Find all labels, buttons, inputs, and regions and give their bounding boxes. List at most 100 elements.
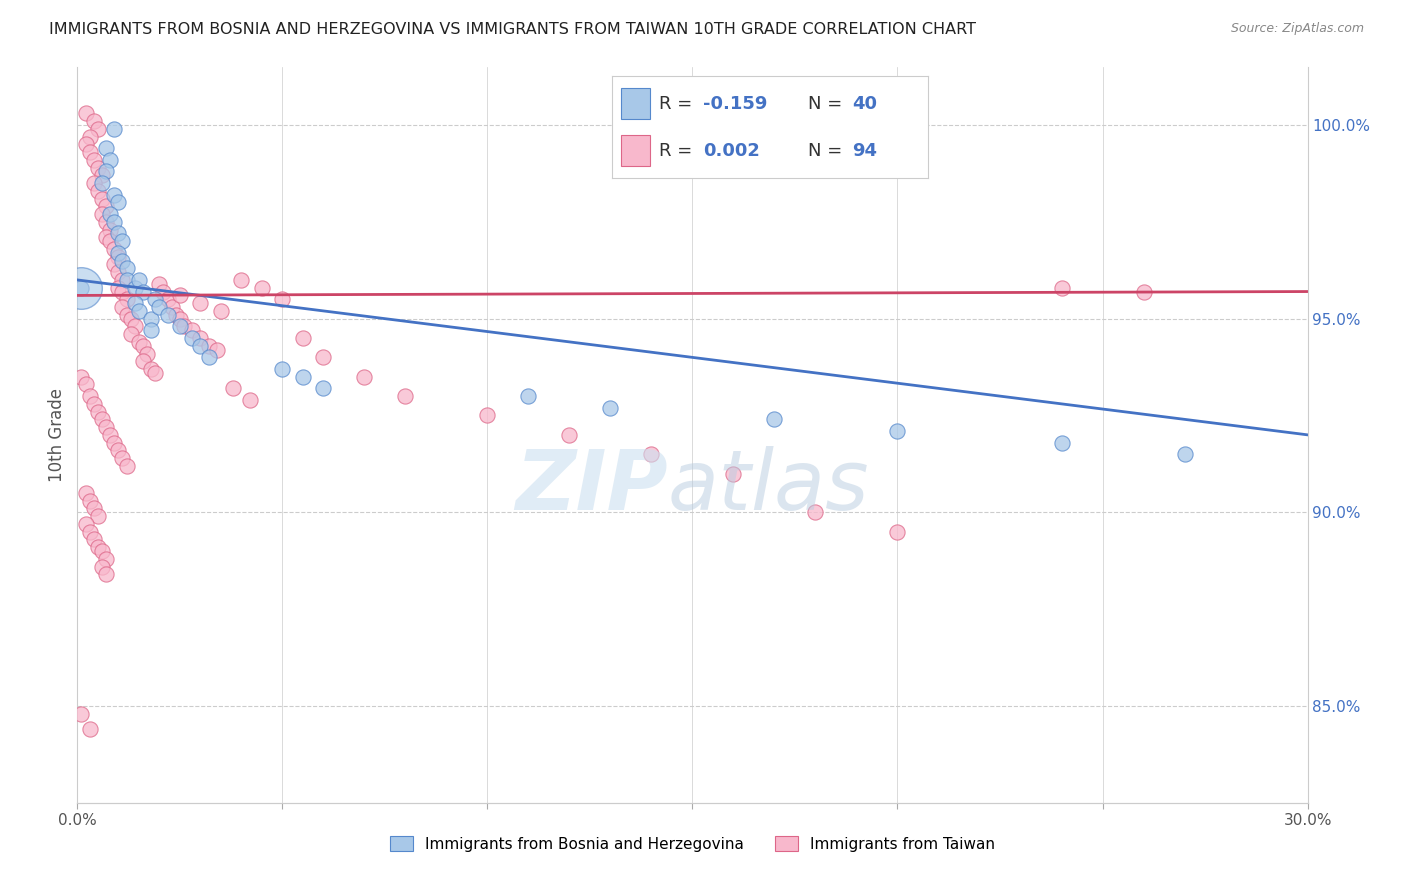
Point (197, 339, 219, 353)
Y-axis label: 10th Grade: 10th Grade (48, 388, 66, 482)
Point (886, 424, 908, 438)
Text: R =: R = (659, 95, 697, 112)
Point (79, 524, 101, 539)
Point (141, 311, 163, 326)
Text: Source: ZipAtlas.com: Source: ZipAtlas.com (1230, 22, 1364, 36)
Point (188, 339, 212, 353)
Point (107, 195, 129, 210)
Text: -0.159: -0.159 (703, 95, 768, 112)
Bar (621, 88, 650, 119)
Point (111, 234, 134, 248)
Point (98, 427, 121, 442)
Point (886, 524, 908, 539)
Point (291, 331, 314, 345)
Point (222, 381, 245, 395)
Point (1050, 281, 1073, 295)
Point (143, 366, 166, 380)
Point (70, 281, 93, 295)
Bar (621, 136, 650, 166)
Point (98, 153, 121, 167)
Point (188, 331, 212, 345)
Point (94, 141, 117, 155)
Text: N =: N = (808, 142, 848, 160)
Point (169, 319, 191, 334)
Point (188, 296, 212, 310)
Point (90, 412, 114, 426)
Point (79, 493, 101, 508)
Point (103, 187, 125, 202)
Text: 0.002: 0.002 (703, 142, 761, 160)
Point (124, 319, 146, 334)
Point (83, 501, 105, 516)
Point (120, 327, 142, 342)
Point (143, 293, 166, 307)
Point (107, 281, 129, 295)
Point (477, 409, 499, 423)
Point (83, 533, 105, 547)
Point (103, 215, 125, 229)
Point (353, 369, 375, 384)
Point (87, 184, 110, 198)
Point (115, 458, 138, 473)
Point (141, 323, 163, 337)
Point (107, 250, 129, 264)
Point (599, 401, 621, 415)
Point (107, 443, 129, 458)
Point (111, 273, 134, 287)
Point (115, 293, 138, 307)
Point (94, 164, 117, 178)
Point (107, 245, 129, 260)
Point (128, 334, 150, 349)
Point (1132, 285, 1154, 299)
Point (94, 551, 117, 566)
Text: IMMIGRANTS FROM BOSNIA AND HERZEGOVINA VS IMMIGRANTS FROM TAIWAN 10TH GRADE CORR: IMMIGRANTS FROM BOSNIA AND HERZEGOVINA V… (49, 22, 976, 37)
Point (90, 544, 114, 558)
Point (181, 331, 204, 345)
Text: atlas: atlas (668, 446, 869, 527)
Point (558, 427, 581, 442)
Point (90, 192, 114, 206)
Point (132, 354, 155, 368)
Point (124, 296, 146, 310)
Point (132, 285, 155, 299)
Point (87, 540, 110, 554)
Point (83, 153, 105, 167)
Point (169, 311, 191, 326)
Text: 94: 94 (852, 142, 877, 160)
Point (90, 169, 114, 183)
Point (169, 288, 191, 302)
Point (103, 435, 125, 450)
Point (90, 176, 114, 190)
Point (124, 281, 146, 295)
Point (173, 319, 195, 334)
Point (136, 346, 159, 360)
Point (804, 505, 827, 519)
Point (90, 559, 114, 574)
Point (763, 412, 786, 426)
Point (75, 106, 97, 120)
Point (128, 273, 150, 287)
Point (111, 253, 134, 268)
Point (98, 207, 121, 221)
Point (141, 362, 163, 376)
Point (87, 161, 110, 175)
Point (115, 261, 138, 276)
Point (75, 377, 97, 392)
Text: 40: 40 (852, 95, 877, 112)
Point (160, 300, 183, 314)
Point (111, 300, 134, 314)
Point (394, 389, 416, 403)
Legend: Immigrants from Bosnia and Herzegovina, Immigrants from Taiwan: Immigrants from Bosnia and Herzegovina, … (384, 830, 1001, 858)
Point (98, 234, 121, 248)
Point (103, 257, 125, 271)
Point (250, 281, 273, 295)
Point (79, 723, 101, 737)
Point (111, 285, 134, 299)
Point (312, 381, 335, 395)
Point (148, 277, 170, 291)
Text: R =: R = (659, 142, 697, 160)
Point (83, 114, 105, 128)
Point (111, 451, 134, 466)
Point (115, 308, 138, 322)
Point (70, 369, 93, 384)
